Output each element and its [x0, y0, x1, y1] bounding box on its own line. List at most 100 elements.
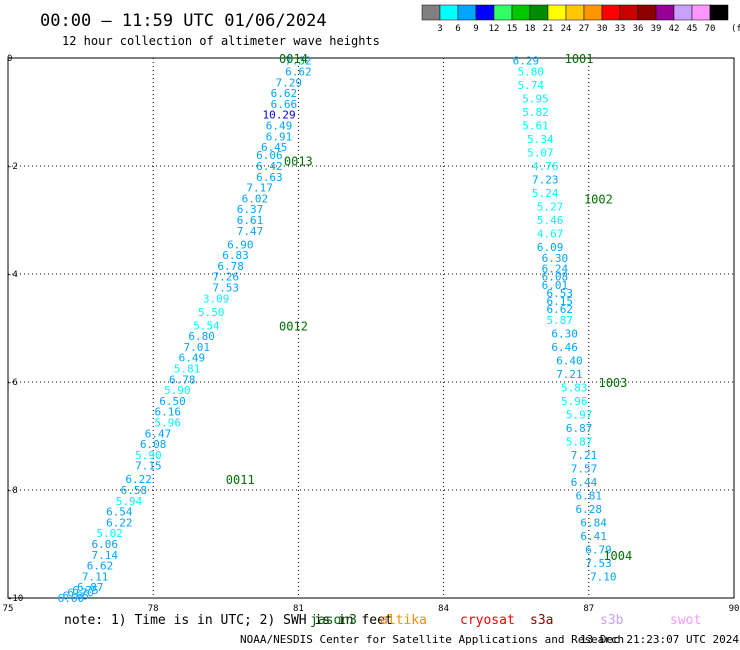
wave-height-point: 5.46: [537, 214, 564, 227]
x-tick-label: 90: [729, 604, 740, 614]
wave-height-point: 7.14: [92, 549, 119, 562]
wave-height-point: 6.47: [145, 427, 172, 440]
wave-height-point: 4.76: [532, 160, 559, 173]
wave-height-point: 6.24: [542, 263, 569, 276]
colorbar-swatch: [637, 4, 657, 21]
colorbar-tick-label: 30: [597, 24, 608, 34]
wave-height-point: 7.53: [213, 282, 240, 295]
wave-height-point: 6.02: [242, 192, 269, 205]
wave-height-point: 6.22: [125, 473, 152, 486]
colorbar-swatch: [691, 4, 711, 21]
wave-height-point: 6.70: [67, 587, 94, 600]
wave-height-point: 5.34: [527, 133, 554, 146]
y-tick-label: 0: [7, 54, 12, 64]
colorbar-swatch: [655, 4, 675, 21]
wave-height-point: 6.60: [58, 592, 85, 605]
wave-height-point: 6.62: [87, 560, 114, 573]
colorbar-tick-label: 18: [525, 24, 536, 34]
wave-height-point: 5.80: [517, 66, 544, 79]
mission-legend-item: s3a: [530, 613, 553, 628]
colorbar-unit: (ft): [731, 24, 740, 34]
wave-height-point: 5.50: [198, 306, 225, 319]
wave-height-point: 5.74: [517, 79, 544, 92]
wave-height-point: 6.49: [179, 352, 206, 365]
wave-height-point: 5.87: [566, 435, 593, 448]
footer-credit: NOAA/NESDIS Center for Satellite Applica…: [240, 633, 624, 646]
pass-label: 1003: [598, 376, 627, 390]
wave-height-point: 6.16: [154, 406, 181, 419]
wave-height-point: 5.81: [174, 363, 201, 376]
mission-legend-item: s3b: [600, 613, 624, 628]
wave-height-point: 6.53: [547, 287, 574, 300]
colorbar-tick-label: 6: [455, 24, 460, 34]
wave-height-point: 7.01: [184, 341, 211, 354]
y-tick-label: -6: [7, 378, 18, 388]
wave-height-point: 6.63: [256, 171, 283, 184]
wave-height-point: 6.78: [217, 260, 244, 273]
wave-height-point: 6.08: [140, 438, 167, 451]
wave-height-point: 6.09: [537, 241, 564, 254]
wave-height-point: 6.06: [92, 538, 119, 551]
wave-height-point: 5.94: [116, 495, 143, 508]
colorbar-tick-label: 12: [489, 24, 500, 34]
wave-height-point: 6.41: [580, 530, 607, 543]
colorbar-tick-label: 27: [579, 24, 590, 34]
colorbar-swatch: [619, 4, 639, 21]
wave-height-point: 6.30: [551, 327, 578, 340]
colorbar-swatch: [493, 4, 513, 21]
data-points: 7.326.627.296.626.6610.296.496.916.456.0…: [58, 55, 617, 605]
x-tick-label: 84: [438, 604, 449, 614]
y-tick-label: -4: [7, 270, 18, 280]
pass-label: 1002: [584, 192, 613, 206]
wave-height-point: 6.58: [121, 484, 148, 497]
wave-height-point: 6.40: [556, 354, 583, 367]
colorbar-swatch: [673, 4, 693, 21]
wave-height-point: 6.78: [169, 373, 196, 386]
colorbar-tick-label: 36: [633, 24, 644, 34]
colorbar-tick-label: 24: [561, 24, 572, 34]
colorbar-swatch: [439, 4, 459, 21]
wave-height-point: 6.79: [585, 543, 612, 556]
colorbar-tick-label: 9: [473, 24, 478, 34]
wave-height-point: 7.21: [556, 368, 583, 381]
footer-timestamp: 13 Dec 21:23:07 UTC 2024: [580, 633, 739, 646]
colorbar-tick-label: 33: [615, 24, 626, 34]
wave-height-point: 7.23: [532, 174, 559, 187]
wave-height-point: 5.61: [522, 120, 549, 133]
colorbar-swatch: [547, 4, 567, 21]
colorbar-swatch: [529, 4, 549, 21]
wave-height-point: 6.42: [256, 160, 283, 173]
colorbar-tick-label: 3: [437, 24, 442, 34]
wave-height-point: 6.65: [63, 589, 90, 602]
x-axis-ticks: 75 78 81 84 87 90: [3, 604, 740, 614]
wave-height-point: 6.46: [551, 341, 578, 354]
pass-label: 1004: [603, 549, 632, 563]
wave-height-point: 5.54: [193, 319, 220, 332]
wave-height-point: 7.15: [135, 460, 162, 473]
pass-label: 1001: [565, 52, 594, 66]
colorbar-swatch: [421, 4, 441, 21]
wave-height-point: 7.29: [275, 76, 302, 89]
wave-height-point: 5.90: [164, 384, 191, 397]
chart-subtitle: 12 hour collection of altimeter wave hei…: [62, 34, 380, 48]
footnote: note: 1) Time is in UTC; 2) SWH is in fe…: [64, 613, 393, 628]
x-tick-label: 75: [3, 604, 14, 614]
colorbar-swatch: [601, 4, 621, 21]
wave-height-point: 6.49: [266, 120, 293, 133]
colorbar-tick-label: 21: [543, 24, 554, 34]
wave-height-point: 6.87: [566, 422, 593, 435]
colorbar-tick-label: 42: [669, 24, 680, 34]
wave-height-point: 6.50: [159, 395, 186, 408]
mission-legend-item: altika: [380, 613, 427, 628]
wave-height-point: 6.30: [542, 252, 569, 265]
colorbar-swatch: [583, 4, 603, 21]
wave-height-point: 7.53: [585, 557, 612, 570]
chart-title: 00:00 – 11:59 UTC 01/06/2024: [40, 11, 327, 31]
wave-height-point: 6.84: [580, 516, 607, 529]
wave-height-point: 6.37: [237, 203, 264, 216]
plot-grid: [8, 58, 734, 598]
wave-height-point: 6.90: [227, 238, 254, 251]
wave-height-point: 3.09: [203, 292, 230, 305]
wave-height-point: 5.95: [522, 93, 549, 106]
